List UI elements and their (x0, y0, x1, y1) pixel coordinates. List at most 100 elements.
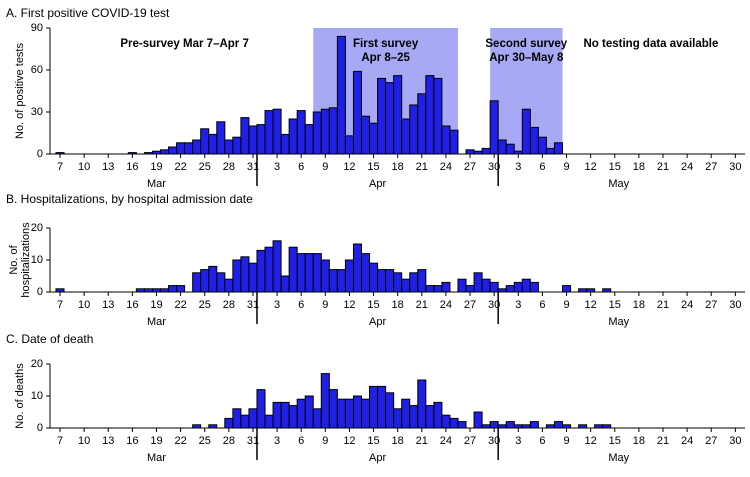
x-tick-label: 6 (298, 161, 304, 173)
bar (473, 272, 483, 293)
span-label: Pre-survey Mar 7–Apr 7 (120, 38, 248, 50)
x-tick-label: 27 (705, 161, 717, 173)
x-tick-label: 6 (539, 161, 545, 173)
x-tick-label: 18 (633, 435, 645, 447)
span-label: Apr 30–May 8 (489, 52, 564, 64)
bar (184, 142, 194, 155)
bar (264, 110, 274, 155)
y-tick-label: 10 (31, 390, 43, 402)
bar (344, 135, 354, 155)
bar (168, 285, 178, 293)
bar (240, 414, 250, 429)
x-tick-label: 9 (563, 299, 569, 311)
x-tick-label: 31 (247, 299, 259, 311)
x-tick-label: 27 (464, 299, 476, 311)
bar (377, 385, 387, 429)
x-tick-label: 12 (585, 299, 597, 311)
bar (256, 389, 266, 429)
x-tick-label: 3 (515, 299, 521, 311)
x-tick-label: 15 (609, 299, 621, 311)
x-tick-label: 24 (440, 161, 452, 173)
bar (288, 118, 298, 155)
bar (320, 259, 330, 293)
x-tick-label: 9 (563, 161, 569, 173)
y-tick-label: 20 (31, 358, 43, 370)
bar (361, 115, 371, 155)
y-tick-label: 0 (37, 286, 43, 298)
bar (336, 398, 346, 429)
bar (409, 405, 419, 429)
bar (529, 281, 539, 293)
x-tick-label: 27 (705, 435, 717, 447)
x-tick-label: 21 (416, 435, 428, 447)
month-label: Mar (147, 178, 166, 190)
bar (449, 129, 459, 155)
bar (457, 421, 467, 429)
x-tick-label: 31 (247, 161, 259, 173)
x-tick-label: 18 (392, 299, 404, 311)
bar (505, 285, 515, 293)
month-label: Apr (369, 178, 386, 190)
span-label: First survey (353, 38, 419, 50)
bar (280, 275, 290, 293)
bar (505, 143, 515, 155)
bar (224, 417, 234, 429)
bar (401, 278, 411, 293)
bar (553, 142, 564, 155)
bar (288, 246, 298, 293)
bar (369, 122, 379, 155)
bar (369, 262, 379, 293)
bar (240, 256, 250, 293)
bar (449, 417, 459, 429)
x-tick-label: 15 (367, 161, 379, 173)
x-tick-label: 25 (199, 299, 211, 311)
bar (433, 401, 443, 429)
bar (200, 269, 210, 293)
x-tick-label: 15 (609, 161, 621, 173)
bar (369, 385, 379, 429)
bar (393, 272, 403, 293)
bar (385, 82, 395, 155)
bar (304, 253, 314, 293)
x-tick-label: 12 (343, 435, 355, 447)
x-tick-label: 18 (633, 299, 645, 311)
bar (465, 149, 475, 155)
bar (280, 401, 290, 429)
bar (208, 265, 218, 293)
bar (361, 253, 371, 293)
x-tick-label: 7 (57, 435, 63, 447)
bar (288, 405, 298, 429)
x-tick-label: 28 (223, 299, 235, 311)
bar (280, 133, 290, 155)
x-tick-label: 7 (57, 161, 63, 173)
x-tick-label: 25 (199, 435, 211, 447)
x-tick-label: 30 (488, 161, 500, 173)
x-tick-label: 28 (223, 161, 235, 173)
y-tick-label: 20 (31, 222, 43, 234)
month-label: May (608, 452, 629, 464)
x-tick-label: 21 (657, 299, 669, 311)
bar (216, 272, 226, 293)
y-tick-label: 90 (31, 22, 43, 34)
bar (417, 269, 427, 293)
bar (401, 118, 411, 155)
span-label: No testing data available (584, 38, 719, 50)
bar (232, 259, 242, 293)
bar (529, 126, 539, 155)
bar (312, 111, 322, 155)
bar (248, 408, 258, 429)
x-tick-label: 12 (343, 161, 355, 173)
bar (248, 262, 258, 293)
bar (473, 411, 483, 429)
bar (312, 408, 322, 429)
bar (200, 128, 210, 155)
bar (192, 139, 202, 155)
bar (537, 136, 547, 155)
y-tick-label: 10 (31, 254, 43, 266)
x-tick-label: 27 (464, 161, 476, 173)
x-tick-label: 30 (488, 299, 500, 311)
bar (304, 124, 314, 155)
bar (176, 142, 186, 155)
bar (296, 253, 306, 293)
month-label: Apr (369, 452, 386, 464)
